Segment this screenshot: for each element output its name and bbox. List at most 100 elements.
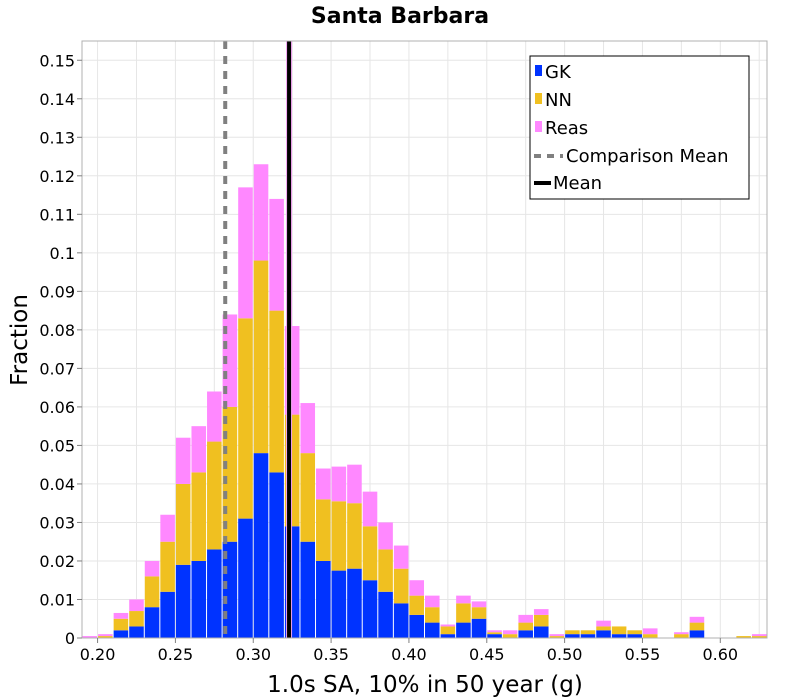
bar-gk (393, 603, 409, 638)
y-axis-ticks: 0 0.01 0.02 0.03 0.04 0.05 0.06 0.07 0.08 0.09 0.1… (39, 51, 82, 648)
bar-reas (191, 426, 207, 473)
y-tick-label: 0.03 (39, 513, 75, 532)
bar-nn (471, 607, 487, 619)
x-axis-label: 1.0s SA, 10% in 50 year (g) (267, 672, 583, 698)
bar-reas (549, 634, 565, 637)
legend-label-gk: GK (545, 62, 572, 83)
bar-nn (518, 622, 533, 631)
bar-gk (409, 614, 424, 638)
y-tick-label: 0.15 (39, 51, 75, 70)
bar-nn (269, 310, 284, 473)
bar-reas (331, 466, 347, 502)
bar-gk (300, 541, 316, 638)
bar-nn (362, 526, 378, 581)
plot-frame (81, 40, 768, 639)
x-tick-label: 0.40 (391, 645, 427, 664)
x-tick-label: 0.45 (469, 645, 505, 664)
legend-swatch-nn (535, 93, 542, 104)
bar-nn (331, 501, 347, 571)
chart-title: Santa Barbara (311, 4, 489, 29)
bar-nn (207, 441, 222, 550)
bar-gk (347, 568, 362, 638)
bar-reas (222, 314, 238, 407)
bar-reas (82, 636, 98, 638)
bar-nn (689, 622, 705, 631)
bar-nn (98, 636, 113, 638)
bar-gk (253, 453, 269, 638)
x-tick-label: 0.30 (235, 645, 271, 664)
bar-gk (269, 472, 284, 638)
bar-reas (316, 468, 331, 500)
bar-nn (253, 260, 269, 454)
y-tick-label: 0.14 (39, 90, 75, 109)
bar-reas (175, 437, 191, 484)
y-tick-label: 0.09 (39, 282, 75, 301)
bar-gk (471, 618, 487, 638)
bar-reas (144, 560, 160, 577)
bar-gk (533, 626, 549, 638)
bar-reas (207, 391, 222, 442)
bar-nn (316, 499, 331, 561)
bar-reas (238, 187, 253, 319)
legend-label-nn: NN (545, 90, 572, 111)
bar-nn (611, 626, 627, 635)
bar-reas (425, 595, 440, 608)
y-axis-label: Fraction (7, 294, 33, 386)
bar-nn (440, 626, 456, 635)
bar-nn (674, 634, 689, 638)
y-tick-label: 0.05 (39, 436, 75, 455)
bar-nn (238, 318, 253, 519)
bar-reas (440, 624, 456, 627)
y-tick-label: 0.11 (39, 205, 75, 224)
bar-reas (518, 614, 533, 623)
bar-reas (300, 403, 316, 454)
bar-reas (751, 634, 767, 637)
y-tick-label: 0.01 (39, 590, 75, 609)
bar-gk (316, 560, 331, 638)
bar-nn (300, 453, 316, 542)
bar-reas (533, 609, 549, 615)
x-tick-label: 0.20 (80, 645, 116, 664)
legend-swatch-gk (535, 65, 542, 76)
bars (82, 164, 767, 638)
reference-lines (223, 41, 293, 638)
bar-gk (207, 549, 222, 638)
y-tick-label: 0.07 (39, 359, 75, 378)
y-tick-label: 0.04 (39, 475, 75, 494)
bar-gk (689, 630, 705, 638)
bar-reas (487, 630, 502, 633)
bar-gk (456, 622, 471, 638)
y-tick-label: 0.1 (50, 244, 75, 263)
bar-reas (160, 514, 175, 542)
bar-nn (549, 636, 565, 638)
y-tick-label: 0.06 (39, 398, 75, 417)
bar-reas (113, 612, 129, 619)
bar-reas (456, 595, 471, 604)
y-tick-label: 0.08 (39, 321, 75, 340)
x-tick-label: 0.60 (702, 645, 738, 664)
x-tick-label: 0.50 (547, 645, 583, 664)
bar-reas (502, 630, 518, 635)
bar-reas (362, 491, 378, 527)
bar-reas (269, 198, 284, 311)
bar-reas (409, 580, 424, 596)
bar-gk (113, 630, 129, 638)
y-tick-label: 0 (65, 629, 75, 648)
bar-nn (378, 549, 393, 592)
legend-label-reas: Reas (545, 118, 588, 139)
x-tick-label: 0.35 (313, 645, 349, 664)
x-axis-ticks: 0.20 0.25 0.30 0.35 0.40 0.45 0.50 0.55 0.60 (80, 638, 738, 664)
y-tick-label: 0.13 (39, 128, 75, 147)
bar-reas (378, 522, 393, 550)
bar-gk (565, 634, 580, 638)
bar-nn (642, 634, 658, 638)
bar-gk (487, 634, 502, 638)
bar-gk (191, 560, 207, 638)
bar-nn (113, 618, 129, 631)
bar-nn (596, 626, 611, 631)
bar-gk (144, 607, 160, 638)
bar-reas (98, 634, 113, 637)
bar-gk (160, 591, 175, 638)
bar-nn (533, 614, 549, 627)
bar-nn (751, 636, 767, 638)
